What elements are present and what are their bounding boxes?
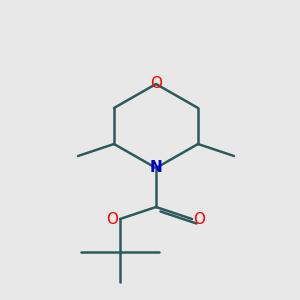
Text: O: O	[194, 212, 206, 226]
Text: O: O	[150, 76, 162, 92]
Text: N: N	[150, 160, 162, 175]
Text: O: O	[106, 212, 119, 226]
